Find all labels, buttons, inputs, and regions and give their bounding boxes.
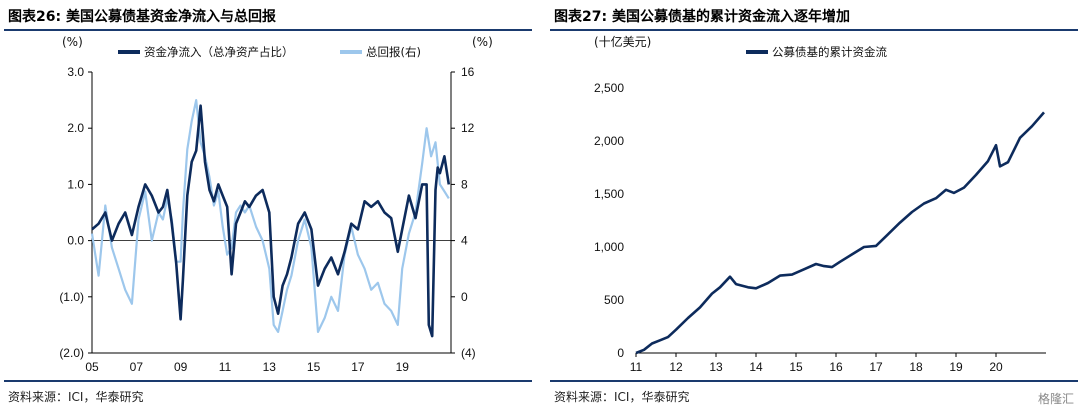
x-tick-label: 14 (749, 360, 763, 374)
right-chart-svg: (十亿美元) 0 500 1,000 1,500 2,000 2,500 11 12 13 14 15… (594, 34, 1046, 374)
legend-label-net-inflow: 资金净流入（总净资产占比） (144, 45, 294, 59)
left-y-tick-label: 0.0 (67, 234, 84, 248)
right-y-tick-label: 4 (461, 234, 468, 248)
x-tick-label: 19 (396, 360, 410, 374)
x-tick-label: 13 (709, 360, 723, 374)
right-source-rule (550, 380, 1078, 382)
x-tick-label: 13 (263, 360, 277, 374)
x-tick-label: 15 (307, 360, 321, 374)
left-chart-panel: 图表26: 美国公募债基资金净流入与总回报 (%) (%) (2.0) (1.0) 0.… (0, 0, 536, 411)
x-tick-label: 19 (949, 360, 963, 374)
left-chart-svg: (%) (%) (2.0) (1.0) 0.0 1.0 2.0 3.0 (4) 0 4 8 12 16 05… (59, 35, 493, 374)
legend-label-total-return: 总回报(右) (366, 45, 421, 59)
y-tick-label: 0 (617, 346, 624, 360)
x-tick-label: 05 (85, 360, 99, 374)
y-tick-label: 1,000 (594, 240, 624, 254)
y-tick-label: 2,000 (594, 134, 624, 148)
right-y-tick-label: 0 (461, 290, 468, 304)
x-tick-label: 11 (219, 360, 232, 374)
left-y-tick-label: 2.0 (67, 121, 84, 135)
left-source-note: 资料来源：ICI，华泰研究 (8, 390, 144, 404)
right-source-note: 资料来源：ICI，华泰研究 (554, 390, 690, 404)
net-inflow-series-line (91, 104, 451, 338)
left-y-tick-label: (1.0) (59, 290, 84, 304)
left-source-rule (4, 380, 532, 382)
x-tick-label: 12 (669, 360, 683, 374)
x-tick-label: 17 (351, 360, 365, 374)
right-title-rule (550, 29, 1078, 31)
y-tick-label: 2,500 (594, 81, 624, 95)
left-y-tick-label: 3.0 (67, 65, 84, 79)
legend-label-cumulative-flow: 公募债基的累计资金流 (772, 45, 887, 59)
x-tick-label: 16 (829, 360, 843, 374)
x-tick-label: 07 (130, 360, 144, 374)
right-chart-title: 图表27: 美国公募债基的累计资金流入逐年增加 (554, 9, 850, 25)
right-y-tick-label: 12 (461, 121, 475, 135)
right-y-tick-label: (4) (461, 346, 476, 360)
x-tick-label: 15 (789, 360, 803, 374)
y-tick-label: 500 (604, 293, 624, 307)
x-tick-label: 20 (989, 360, 1003, 374)
watermark: 格隆汇 (1037, 392, 1074, 406)
right-chart-panel: 图表27: 美国公募债基的累计资金流入逐年增加 (十亿美元) 0 500 1,000 1… (546, 0, 1080, 411)
x-tick-label: 09 (174, 360, 188, 374)
total-return-series-line (90, 98, 450, 333)
right-y-tick-label: 16 (461, 65, 475, 79)
y-unit: (十亿美元) (594, 34, 651, 49)
left-chart-title: 图表26: 美国公募债基资金净流入与总回报 (8, 9, 276, 25)
right-y-tick-label: 8 (461, 177, 468, 191)
left-y-tick-label: (2.0) (59, 346, 84, 360)
right-y-unit: (%) (472, 35, 493, 49)
y-tick-label: 1,500 (594, 187, 624, 201)
x-tick-label: 17 (869, 360, 883, 374)
x-tick-label: 11 (630, 360, 643, 374)
x-tick-label: 18 (909, 360, 923, 374)
left-y-unit: (%) (62, 35, 83, 49)
left-y-tick-label: 1.0 (67, 177, 84, 191)
left-title-rule (4, 29, 532, 31)
cumulative-flow-series-line (635, 111, 1045, 355)
